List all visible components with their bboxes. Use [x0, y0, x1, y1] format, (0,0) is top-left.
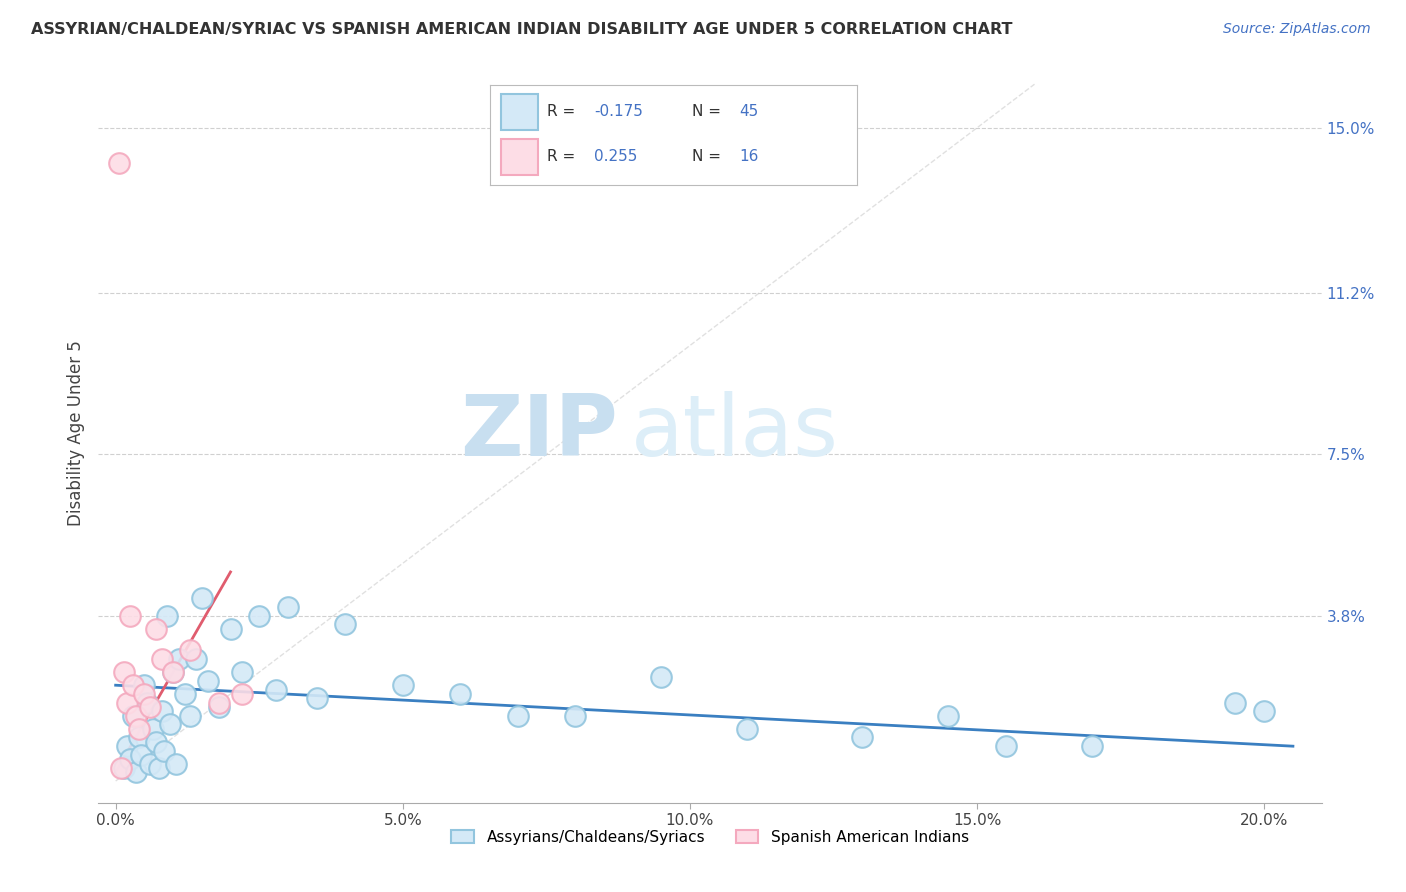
- Text: ZIP: ZIP: [461, 391, 619, 475]
- Point: [335, 617, 357, 632]
- Point: [128, 731, 150, 745]
- Point: [115, 696, 138, 710]
- Point: [139, 700, 162, 714]
- Point: [1253, 704, 1275, 718]
- Point: [165, 756, 187, 771]
- Point: [110, 761, 132, 775]
- Point: [650, 669, 672, 683]
- Point: [118, 752, 141, 766]
- Point: [1225, 696, 1247, 710]
- Point: [150, 652, 173, 666]
- Point: [145, 735, 167, 749]
- Point: [208, 696, 231, 710]
- Point: [107, 155, 129, 169]
- Point: [134, 678, 156, 692]
- Point: [247, 608, 270, 623]
- Point: [112, 761, 135, 775]
- Point: [142, 722, 165, 736]
- Point: [219, 622, 242, 636]
- Point: [208, 700, 231, 714]
- Text: atlas: atlas: [630, 391, 838, 475]
- Point: [191, 591, 214, 606]
- Point: [737, 722, 759, 736]
- Point: [122, 678, 145, 692]
- Point: [173, 687, 195, 701]
- Point: [156, 608, 179, 623]
- Point: [136, 696, 159, 710]
- Point: [150, 704, 173, 718]
- Text: ASSYRIAN/CHALDEAN/SYRIAC VS SPANISH AMERICAN INDIAN DISABILITY AGE UNDER 5 CORRE: ASSYRIAN/CHALDEAN/SYRIAC VS SPANISH AMER…: [31, 22, 1012, 37]
- Point: [112, 665, 135, 680]
- Point: [305, 691, 328, 706]
- Point: [506, 708, 529, 723]
- Point: [564, 708, 586, 723]
- Point: [128, 722, 150, 736]
- Point: [118, 608, 141, 623]
- Point: [139, 756, 162, 771]
- Point: [197, 673, 219, 688]
- Point: [122, 708, 145, 723]
- Point: [938, 708, 960, 723]
- Text: Source: ZipAtlas.com: Source: ZipAtlas.com: [1223, 22, 1371, 37]
- Y-axis label: Disability Age Under 5: Disability Age Under 5: [66, 340, 84, 525]
- Point: [449, 687, 471, 701]
- Point: [277, 599, 299, 614]
- Point: [159, 717, 181, 731]
- Point: [266, 682, 288, 697]
- Point: [391, 678, 413, 692]
- Point: [179, 708, 201, 723]
- Point: [148, 761, 170, 775]
- Point: [125, 765, 148, 780]
- Legend: Assyrians/Chaldeans/Syriacs, Spanish American Indians: Assyrians/Chaldeans/Syriacs, Spanish Ame…: [446, 823, 974, 851]
- Point: [162, 665, 184, 680]
- Point: [231, 687, 253, 701]
- Point: [145, 622, 167, 636]
- Point: [162, 665, 184, 680]
- Point: [167, 652, 190, 666]
- Point: [231, 665, 253, 680]
- Point: [994, 739, 1017, 754]
- Point: [134, 687, 156, 701]
- Point: [184, 652, 207, 666]
- Point: [125, 708, 148, 723]
- Point: [179, 643, 201, 657]
- Point: [153, 743, 176, 757]
- Point: [851, 731, 873, 745]
- Point: [1081, 739, 1104, 754]
- Point: [115, 739, 138, 754]
- Point: [131, 747, 153, 762]
